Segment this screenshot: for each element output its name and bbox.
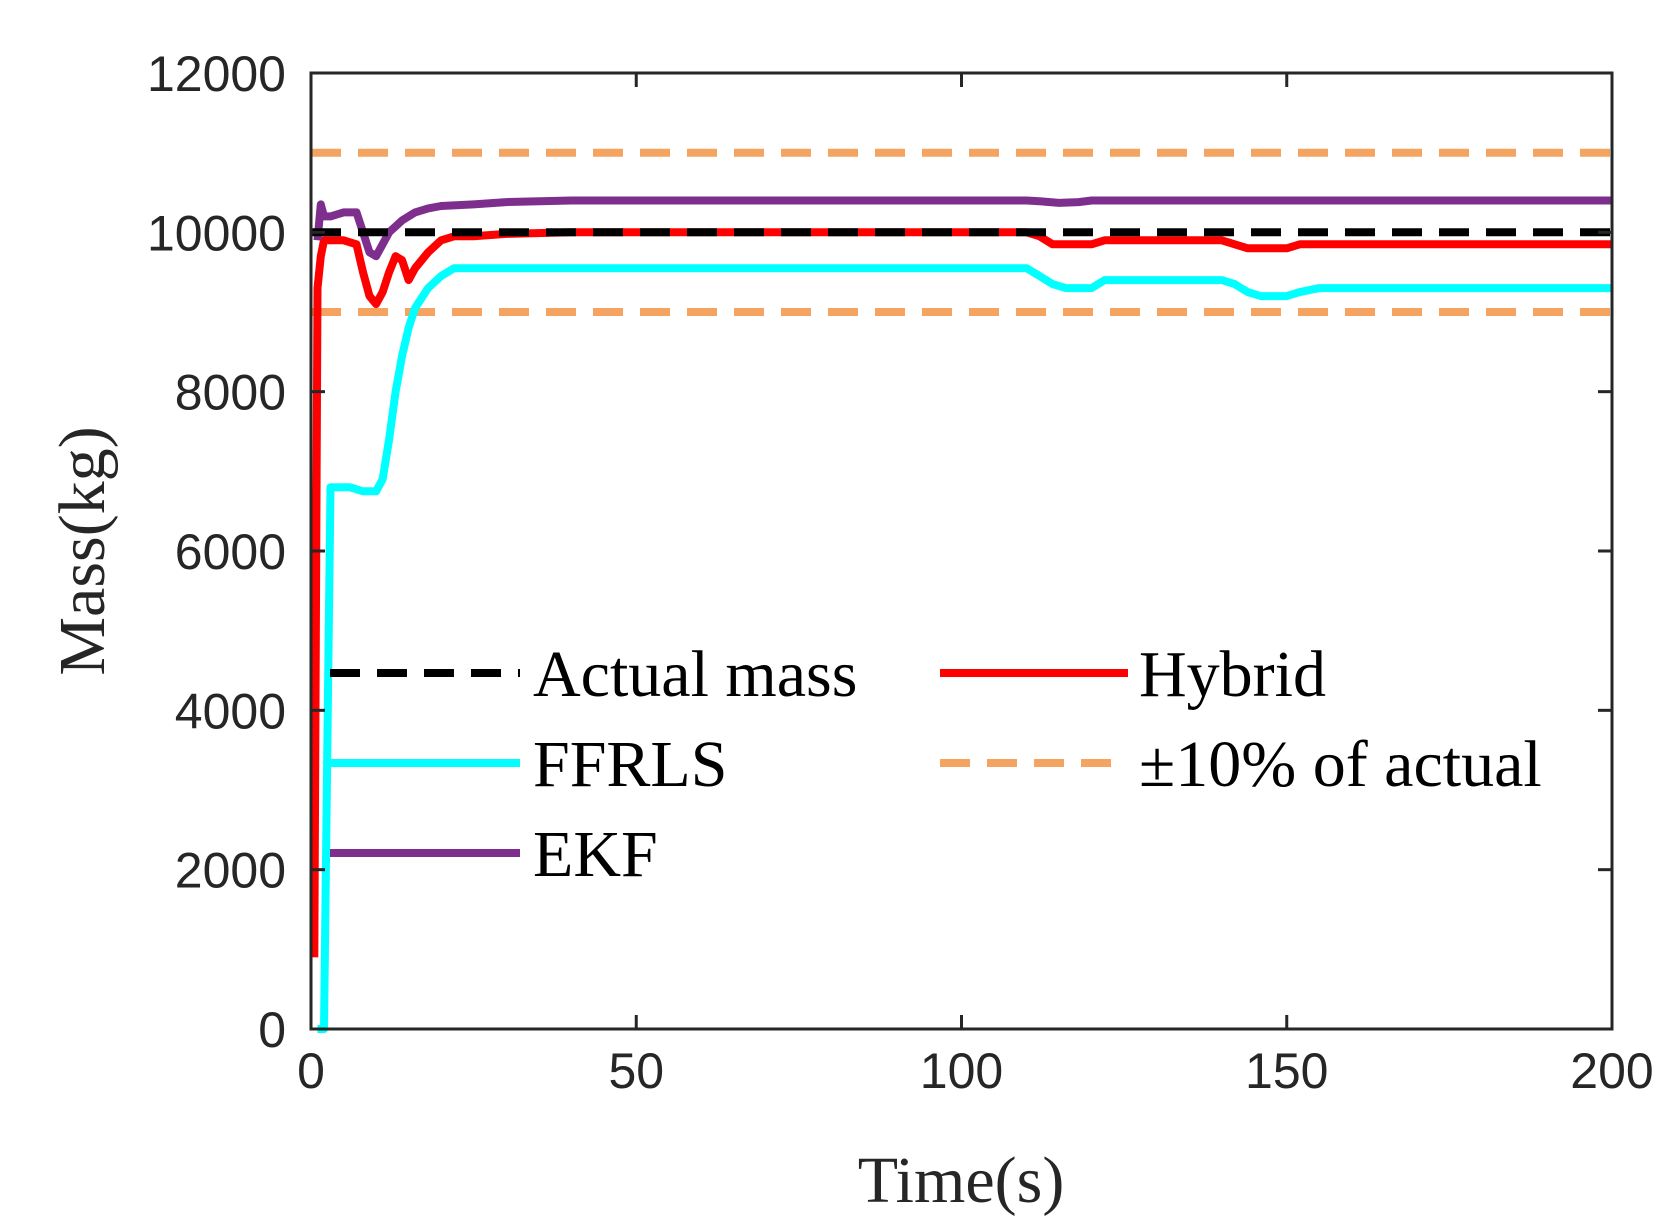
y-tick-label: 0: [258, 1002, 286, 1058]
y-tick-label: 8000: [175, 365, 286, 421]
x-tick-label: 200: [1570, 1043, 1653, 1099]
series-layer: [310, 148, 1612, 1033]
y-tick-label: 2000: [175, 843, 286, 899]
series-line-ekf: [313, 196, 1612, 261]
x-tick-label: 100: [920, 1043, 1003, 1099]
legend: Actual mass Hybrid FFRLS ±10% of actual …: [330, 638, 1542, 891]
y-tick-label: 6000: [175, 524, 286, 580]
x-axis-title: Time(s): [858, 1144, 1065, 1217]
legend-label-actual-mass: Actual mass: [533, 638, 857, 711]
y-tick-label: 4000: [175, 683, 286, 739]
legend-label-hybrid: Hybrid: [1139, 638, 1326, 711]
legend-label-ffrls: FFRLS: [533, 728, 727, 801]
y-axis-title: Mass(kg): [46, 426, 119, 675]
legend-label-bound: ±10% of actual: [1139, 728, 1542, 801]
plot-background: [311, 73, 1612, 1029]
x-tick-label: 50: [608, 1043, 664, 1099]
x-tick-label: 150: [1245, 1043, 1328, 1099]
x-tick-label: 0: [297, 1043, 325, 1099]
y-tick-label: 12000: [147, 46, 286, 102]
series-line-ffrls: [317, 264, 1612, 1033]
y-tick-label: 10000: [147, 205, 286, 261]
ticks-layer: [309, 71, 1614, 1031]
legend-label-ekf: EKF: [533, 818, 658, 891]
